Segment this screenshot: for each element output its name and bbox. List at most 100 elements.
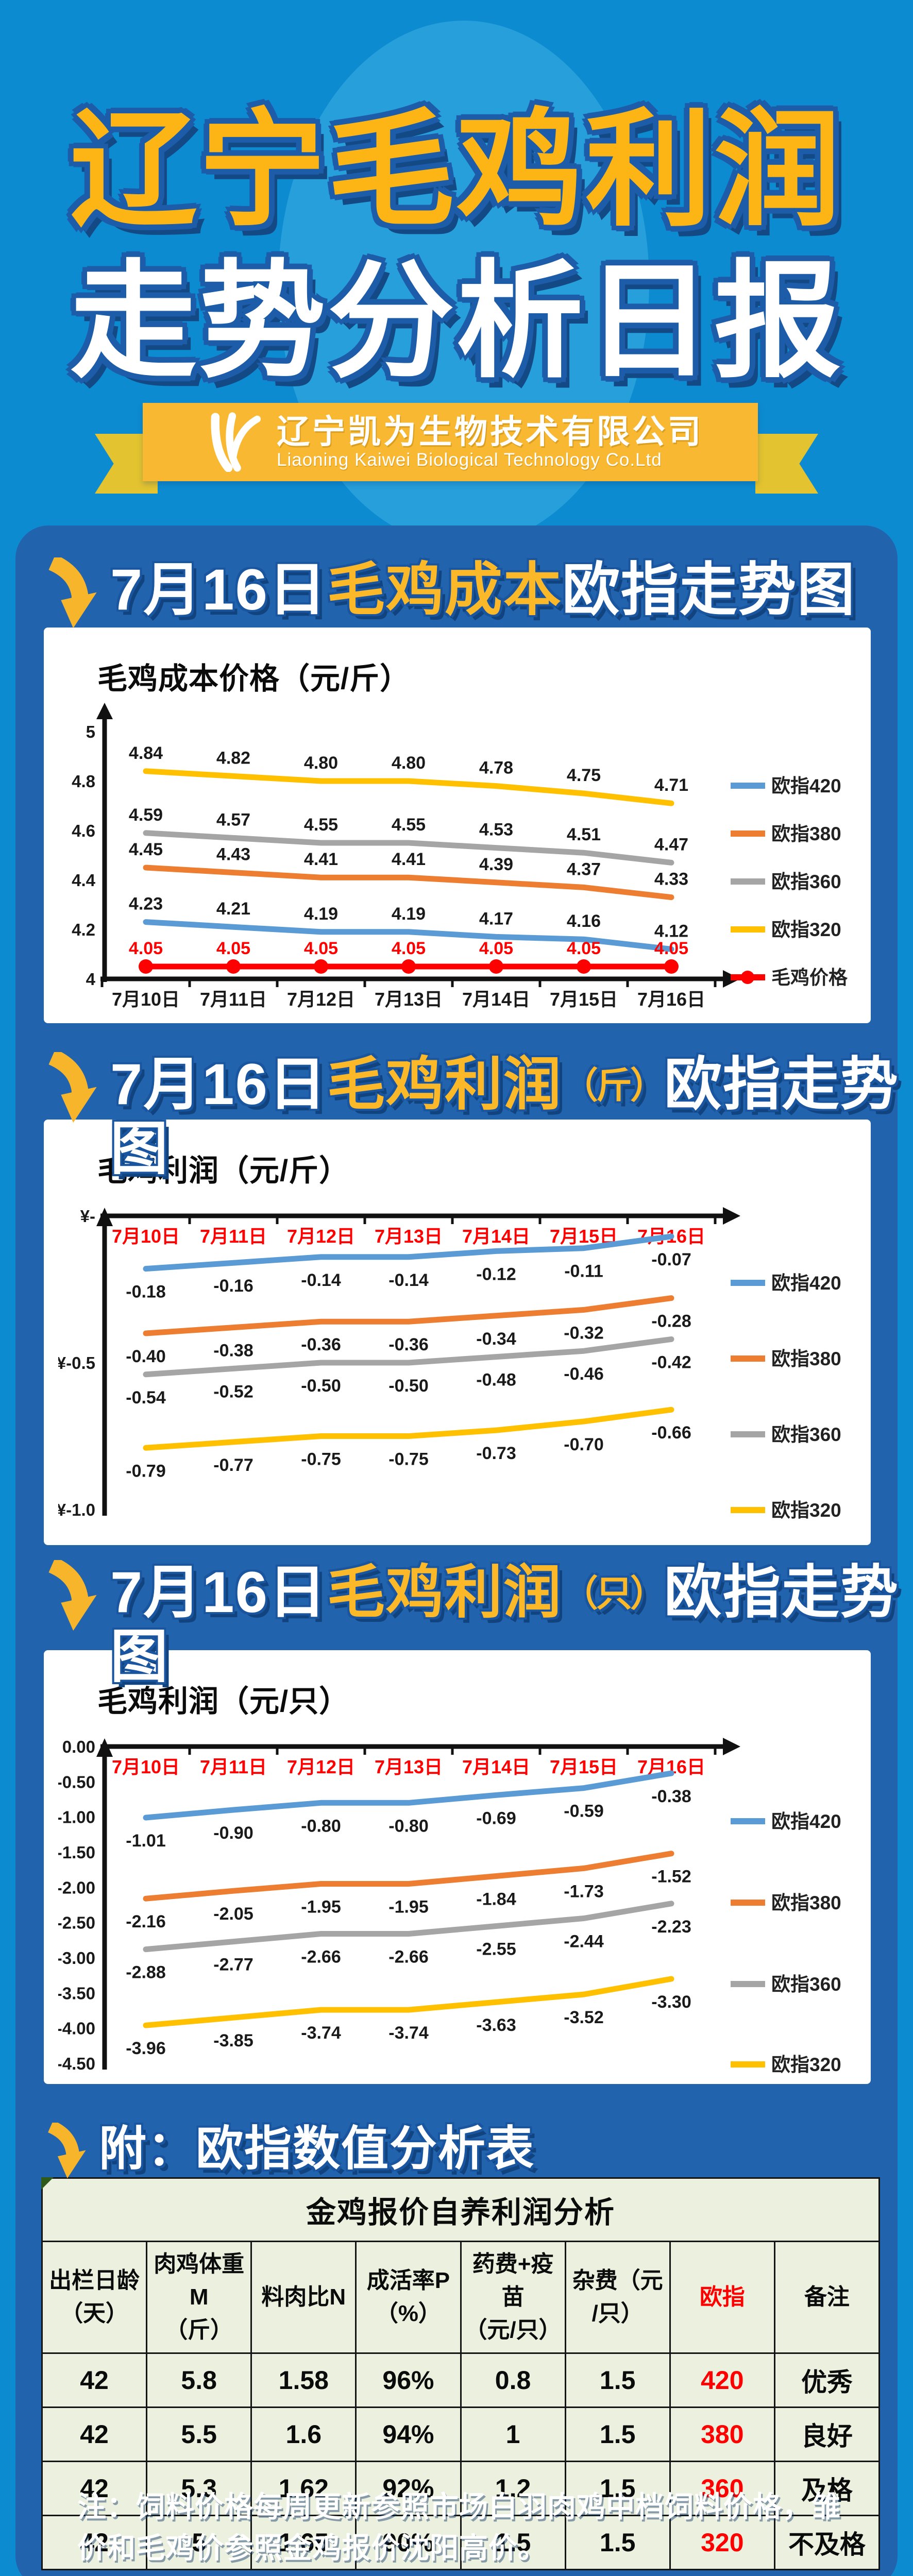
analysis-table-card: 金鸡报价自养利润分析 出栏日龄 （天） 肉鸡体重M （斤） 料肉比N 成活率P （%）药… [41, 2177, 881, 2570]
section-title: 7月16日毛鸡成本欧指走势图 [110, 557, 856, 622]
svg-text:-0.50: -0.50 [388, 1376, 429, 1396]
svg-text:欧指320: 欧指320 [771, 1500, 841, 1521]
profit-bird-trend-chart: 0.00 -0.50 -1.00 -1.50 -2.00 -2.50 -3.00 -3.50 -… [58, 1737, 841, 2075]
svg-text:欧指360: 欧指360 [771, 1424, 841, 1445]
section-title-prefix: 7月16日 [110, 1560, 327, 1624]
svg-text:-0.48: -0.48 [476, 1370, 516, 1390]
svg-text:-0.75: -0.75 [301, 1450, 341, 1469]
table-cell: 不及格 [773, 2515, 881, 2570]
table-cell: 94% [355, 2406, 462, 2462]
svg-text:-3.74: -3.74 [301, 2023, 341, 2043]
table-cell: 5.3 [146, 2461, 252, 2516]
series-欧指360: 4.59 4.57 4.55 4.55 4.53 4.51 4.47 [128, 805, 688, 866]
svg-text:4.8: 4.8 [72, 772, 95, 791]
svg-text:4.45: 4.45 [128, 840, 162, 859]
table-cell: 1.5 [564, 2515, 671, 2570]
series-欧指420: 4.23 4.21 4.19 4.19 4.17 4.16 4.12 [128, 894, 688, 952]
company-banner: 辽宁凯为生物技术有限公司 Liaoning Kaiwei Biological … [143, 403, 758, 481]
svg-text:-2.88: -2.88 [126, 1963, 166, 1982]
svg-text:-1.01: -1.01 [126, 1831, 166, 1851]
axes [96, 1738, 740, 2070]
svg-text:-0.16: -0.16 [213, 1276, 253, 1296]
svg-text:-0.70: -0.70 [564, 1435, 604, 1454]
svg-text:4.80: 4.80 [391, 753, 425, 773]
table-cell: 1.5 [564, 2406, 671, 2462]
column-header: 出栏日龄 （天） [41, 2241, 148, 2354]
svg-text:7月14日: 7月14日 [462, 1226, 530, 1247]
svg-text:-0.54: -0.54 [126, 1388, 166, 1408]
x-category-labels: 7月10日 7月11日 7月12日 7月13日 7月14日 7月15日 7月16日 [111, 1756, 705, 1777]
table-cell: 0.8 [460, 2352, 566, 2408]
svg-text:-1.73: -1.73 [564, 1882, 604, 1901]
svg-text:4.33: 4.33 [654, 870, 688, 889]
svg-text:4.71: 4.71 [654, 775, 688, 795]
table-cell: 360 [669, 2461, 775, 2516]
table-cell: 1.62 [250, 2461, 357, 2516]
x-category-labels: 7月10日 7月11日 7月12日 7月13日 7月14日 7月15日 7月16日 [111, 1226, 705, 1247]
table-cell: 1.5 [460, 2515, 566, 2570]
svg-text:-0.52: -0.52 [213, 1382, 253, 1401]
svg-text:-1.52: -1.52 [651, 1867, 691, 1887]
series-欧指420: -1.01 -0.90 -0.80 -0.80 -0.69 -0.59 -0.38 [126, 1770, 691, 1851]
svg-text:欧指420: 欧指420 [771, 775, 841, 796]
svg-text:-0.07: -0.07 [651, 1250, 691, 1269]
svg-text:4.19: 4.19 [391, 904, 425, 924]
column-header: 料肉比N [250, 2241, 357, 2354]
table-cell: 420 [669, 2352, 775, 2408]
column-header: 备注 [773, 2241, 881, 2354]
svg-text:¥-0.5: ¥-0.5 [58, 1353, 95, 1372]
svg-text:4.05: 4.05 [128, 939, 162, 958]
svg-text:7月13日: 7月13日 [374, 1756, 442, 1777]
section-heading-table: 附：欧指数值分析表 [45, 2120, 535, 2183]
svg-text:-3.00: -3.00 [58, 1948, 95, 1968]
table-cell: 1.5 [564, 2352, 671, 2408]
axes [96, 1207, 740, 1516]
svg-text:4.16: 4.16 [566, 911, 600, 931]
table-title-row: 金鸡报价自养利润分析 [41, 2177, 880, 2242]
table-cell: 5.5 [146, 2406, 252, 2462]
svg-text:4.05: 4.05 [303, 939, 337, 958]
poster-title-line1: 辽宁毛鸡利润 [70, 99, 843, 241]
series-欧指380: 4.45 4.43 4.41 4.41 4.39 4.37 4.33 [128, 840, 688, 901]
table-cell: 1.65 [250, 2515, 357, 2570]
table-cell: 92% [355, 2461, 462, 2516]
table-row: 42 5.5 1.6 94% 1 1.5 380 良好 [41, 2406, 881, 2462]
section-heading-profit-jin: 7月16日毛鸡利润（斤）欧指走势图 [45, 1049, 913, 1181]
svg-text:4.59: 4.59 [128, 805, 162, 825]
column-header: 成活率P （%） [355, 2241, 462, 2354]
svg-text:-0.32: -0.32 [564, 1323, 604, 1343]
svg-text:-2.66: -2.66 [388, 1947, 429, 1967]
svg-text:4.05: 4.05 [391, 939, 425, 958]
svg-text:7月11日: 7月11日 [199, 989, 266, 1010]
svg-text:欧指320: 欧指320 [771, 919, 841, 940]
svg-text:-0.34: -0.34 [476, 1329, 516, 1349]
table-cell: 1.2 [460, 2461, 566, 2516]
svg-text:7月10日: 7月10日 [111, 1756, 179, 1777]
svg-text:-0.18: -0.18 [126, 1282, 166, 1302]
table-cell: 42 [41, 2461, 148, 2516]
svg-text:4.80: 4.80 [303, 753, 337, 773]
table-cell: 1.6 [250, 2406, 357, 2462]
svg-text:-0.14: -0.14 [301, 1270, 341, 1290]
svg-text:4.82: 4.82 [216, 748, 250, 768]
arrow-down-icon [45, 2120, 88, 2183]
table-corner-triangle [41, 2177, 54, 2190]
svg-text:-0.36: -0.36 [301, 1335, 341, 1354]
svg-text:-3.96: -3.96 [126, 2039, 166, 2058]
svg-text:-3.50: -3.50 [58, 1984, 95, 2003]
svg-text:-0.28: -0.28 [651, 1312, 691, 1331]
svg-text:4.05: 4.05 [216, 939, 250, 958]
table-cell: 优秀 [773, 2352, 881, 2408]
series-毛鸡价格: 4.05 4.05 4.05 4.05 4.05 4.05 4.05 [128, 939, 688, 974]
svg-text:4.4: 4.4 [72, 871, 96, 890]
section-title: 7月16日毛鸡利润（只）欧指走势图 [110, 1560, 913, 1689]
profit-jin-chart-card: 毛鸡利润（元/斤） ¥- ¥-0.5 ¥-1.0 7月10日 7月11日 7月12日 7月1… [44, 1120, 871, 1545]
svg-text:-0.80: -0.80 [301, 1816, 341, 1836]
table-cell: 380 [669, 2406, 775, 2462]
arrow-down-icon [45, 1557, 99, 1636]
svg-text:4.55: 4.55 [391, 815, 425, 835]
table-cell: 320 [669, 2515, 775, 2570]
svg-text:-4.50: -4.50 [58, 2054, 95, 2073]
svg-text:-0.79: -0.79 [126, 1461, 166, 1481]
